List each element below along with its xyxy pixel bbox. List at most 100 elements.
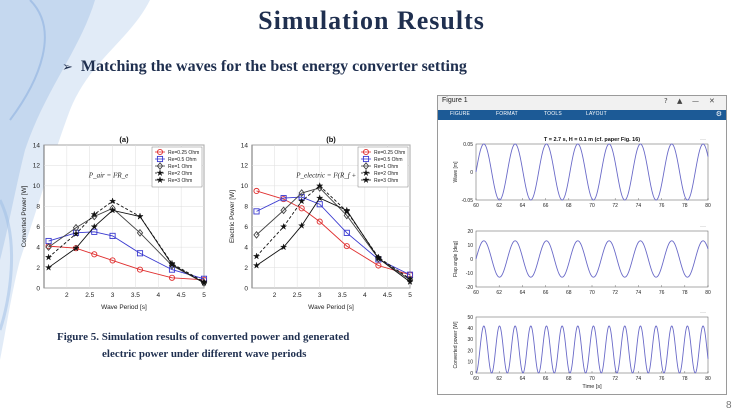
y-tick-label: -10 bbox=[466, 271, 473, 277]
x-tick-label: 64 bbox=[520, 290, 526, 296]
y-tick-label: 12 bbox=[241, 163, 249, 170]
data-point bbox=[253, 187, 260, 195]
x-tick-label: 78 bbox=[682, 376, 688, 382]
x-tick-label: 5 bbox=[408, 292, 412, 299]
axes-menu-icon: ··· bbox=[700, 137, 706, 143]
bullet-text: Matching the waves for the best energy c… bbox=[80, 58, 467, 75]
data-point bbox=[375, 262, 382, 269]
formula-annotation: P_electric = I²(R_f + R_e) bbox=[295, 172, 372, 180]
x-tick-label: 64 bbox=[520, 203, 526, 209]
data-point bbox=[109, 232, 116, 239]
legend-entry: Re=1 Ohm bbox=[374, 164, 398, 170]
y-tick-label: 0.05 bbox=[463, 142, 473, 148]
close-icon[interactable]: ✕ bbox=[709, 97, 715, 105]
data-point bbox=[298, 205, 305, 212]
data-point bbox=[279, 243, 288, 251]
legend-marker bbox=[156, 148, 164, 156]
x-tick-label: 3.5 bbox=[131, 292, 140, 299]
formula-annotation: P_air = I²R_e bbox=[88, 172, 128, 180]
legend-marker bbox=[362, 176, 370, 184]
tab-layout[interactable]: LAYOUT bbox=[586, 111, 607, 117]
x-tick-label: 66 bbox=[543, 290, 549, 296]
x-tick-label: 62 bbox=[496, 290, 502, 296]
power-chart-b: 2 2.5 3 3.5 4 4.5 5 0 2 4 6 8 10 12 14 (b) Wave Period [… bbox=[229, 135, 414, 311]
data-point bbox=[72, 229, 80, 238]
x-tick-label: 60 bbox=[473, 376, 479, 382]
y-tick-label: 14 bbox=[33, 142, 41, 149]
x-tick-label: 3 bbox=[111, 292, 115, 299]
x-tick-label: 4 bbox=[363, 292, 367, 299]
tab-figure[interactable]: FIGURE bbox=[450, 111, 471, 117]
y-tick-label: 10 bbox=[467, 360, 473, 366]
figure-window-title: Figure 1 bbox=[442, 97, 468, 104]
data-point bbox=[168, 260, 176, 268]
help-icon[interactable]: ? bbox=[664, 97, 668, 105]
figure-caption: Figure 5. Simulation results of converte… bbox=[57, 329, 387, 363]
x-tick-label: 62 bbox=[496, 376, 502, 382]
y-tick-label: -20 bbox=[466, 285, 473, 291]
figure-titlebar: Figure 1 ? ▲ — ✕ bbox=[438, 96, 726, 110]
slide-title: Simulation Results bbox=[258, 6, 485, 35]
data-point bbox=[316, 201, 323, 208]
x-tick-label: 74 bbox=[636, 376, 642, 382]
data-point bbox=[297, 197, 306, 205]
y-tick-label: 20 bbox=[467, 229, 473, 235]
x-tick-label: 3.5 bbox=[338, 292, 347, 299]
time-plot-flap: 60 62 64 66 68 70 72 74 76 78 80 -20 -10 0 10 20 Flap an… bbox=[453, 224, 711, 296]
dock-icon[interactable]: ▲ bbox=[677, 97, 683, 105]
y-tick-label: 4 bbox=[36, 244, 40, 251]
legend-marker bbox=[156, 169, 164, 177]
y-tick-label: 0 bbox=[244, 285, 248, 292]
legend-entry: Re=0.5 Ohm bbox=[374, 157, 403, 163]
signal-line bbox=[475, 240, 709, 278]
data-point bbox=[252, 252, 261, 260]
x-tick-label: 74 bbox=[636, 290, 642, 296]
legend-entry: Re=0.5 Ohm bbox=[168, 157, 197, 163]
x-tick-label: 5 bbox=[202, 292, 206, 299]
x-tick-label: 68 bbox=[566, 290, 572, 296]
data-point bbox=[44, 263, 53, 271]
data-point bbox=[90, 210, 98, 218]
y-tick-label: 10 bbox=[241, 183, 249, 190]
y-tick-label: 4 bbox=[244, 244, 248, 251]
legend-marker bbox=[156, 176, 164, 184]
tab-tools[interactable]: TOOLS bbox=[544, 111, 562, 117]
data-point bbox=[374, 254, 383, 262]
signal-line bbox=[475, 143, 709, 201]
x-tick-label: 70 bbox=[589, 376, 595, 382]
data-point bbox=[44, 253, 53, 261]
x-tick-label: 4.5 bbox=[177, 292, 186, 299]
data-point bbox=[279, 222, 288, 230]
legend-entry: Re=2 Ohm bbox=[374, 171, 398, 177]
legend-marker bbox=[362, 169, 370, 177]
data-point bbox=[200, 279, 208, 287]
data-point bbox=[136, 250, 144, 257]
plot-area bbox=[475, 230, 709, 288]
data-point bbox=[136, 228, 144, 237]
y-tick-label: 10 bbox=[467, 243, 473, 249]
matlab-figure-window: Figure 1 ? ▲ — ✕ FIGURE FORMAT TOOLS LAY… bbox=[437, 95, 727, 395]
page-number: 8 bbox=[726, 400, 732, 411]
data-point bbox=[136, 212, 144, 220]
data-point bbox=[280, 195, 287, 202]
x-tick-label: 76 bbox=[659, 203, 665, 209]
data-point bbox=[316, 181, 324, 190]
caption-line-2: electric power under different wave peri… bbox=[102, 348, 307, 360]
data-point bbox=[298, 189, 305, 197]
data-point bbox=[168, 274, 176, 281]
data-point bbox=[72, 244, 80, 252]
data-point bbox=[91, 228, 98, 235]
y-tick-label: 14 bbox=[241, 142, 249, 149]
y-tick-label: 10 bbox=[33, 183, 41, 190]
y-tick-label: 0 bbox=[36, 285, 40, 292]
decorative-watercolor-background bbox=[0, 0, 150, 360]
data-point bbox=[90, 222, 98, 230]
minimize-icon[interactable]: — bbox=[692, 97, 699, 105]
x-axis-label: Wave Period [s] bbox=[308, 304, 354, 311]
gear-icon[interactable]: ⚙ bbox=[715, 110, 722, 118]
tab-format[interactable]: FORMAT bbox=[496, 111, 518, 117]
arrow-bullet-icon: ➢ bbox=[62, 60, 73, 75]
x-tick-label: 3 bbox=[318, 292, 322, 299]
y-tick-label: 2 bbox=[244, 265, 248, 272]
